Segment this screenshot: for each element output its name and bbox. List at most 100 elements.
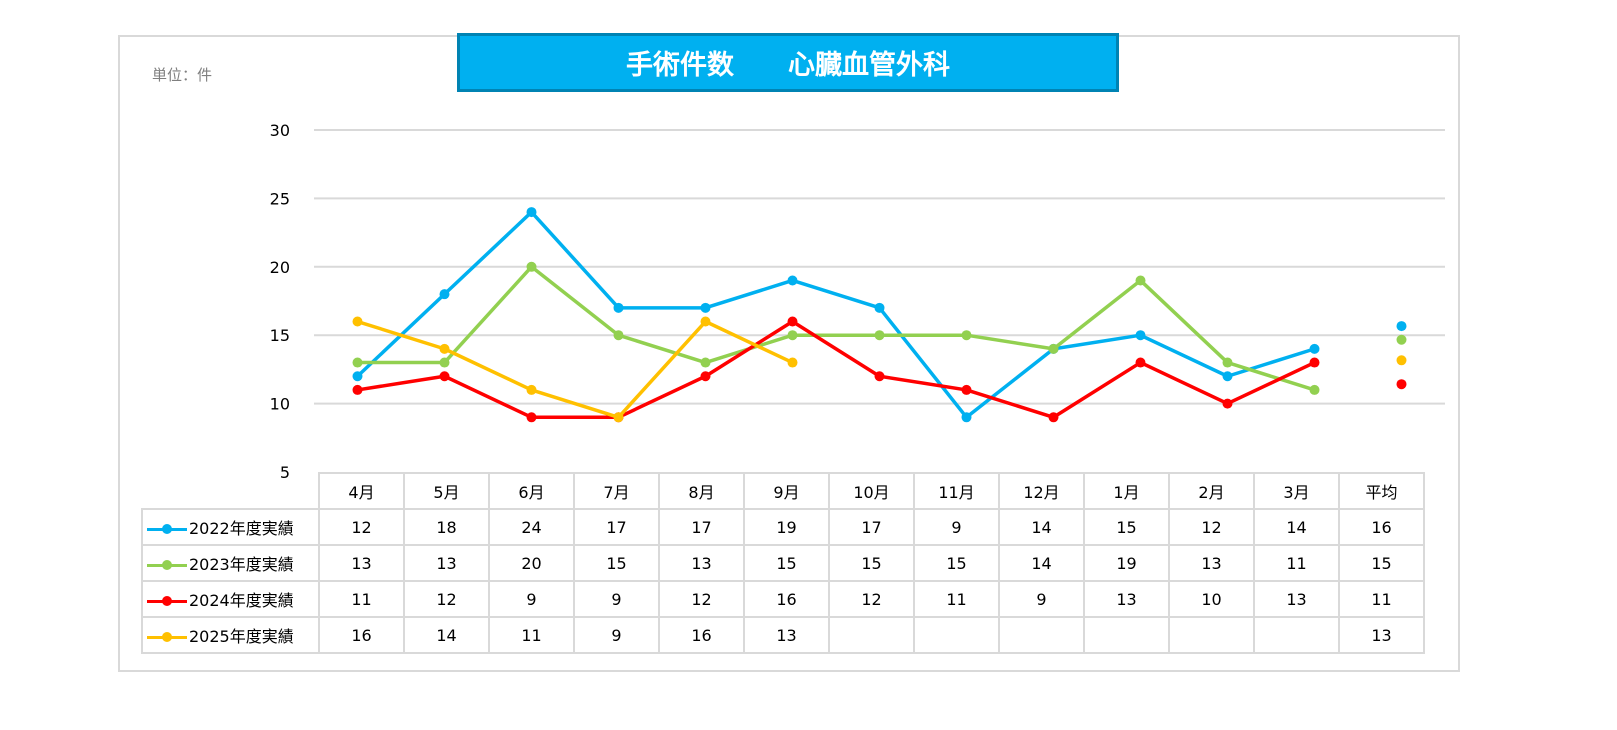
table-cell: [913, 616, 1000, 654]
category-label: 12月: [998, 472, 1085, 510]
series-line: [357, 319, 1316, 420]
table-cell: 9: [488, 580, 575, 618]
table-cell: 12: [318, 508, 405, 546]
table-cell: 16: [743, 580, 830, 618]
table-row: 2022年度実績 12 18 24 17 17 19 17 9 14 15 12 14 16: [141, 508, 1425, 546]
table-cell: 15: [1083, 508, 1170, 546]
table-cell: 19: [1083, 544, 1170, 582]
data-point: [352, 384, 363, 395]
data-point: [439, 371, 450, 382]
data-point: [352, 371, 363, 382]
category-label: 8月: [658, 472, 745, 510]
table-cell: 11: [913, 580, 1000, 618]
data-point: [526, 261, 537, 272]
data-point: [787, 330, 798, 341]
category-label: 10月: [828, 472, 915, 510]
table-cell: 13: [1253, 580, 1340, 618]
table-cell: 17: [658, 508, 745, 546]
table-cell: 15: [743, 544, 830, 582]
data-point: [1135, 357, 1146, 368]
table-cell: 11: [488, 616, 575, 654]
table-cell: 18: [403, 508, 490, 546]
average-cell: 16: [1338, 508, 1425, 546]
table-cell: 9: [913, 508, 1000, 546]
data-point: [439, 343, 450, 354]
y-tick-label: 25: [270, 189, 290, 208]
data-point: [1309, 343, 1320, 354]
series-line: [357, 265, 1316, 392]
table-row: 2025年度実績 16 14 11 9 16 13 13: [141, 616, 1425, 654]
data-point: [1048, 412, 1059, 423]
data-point: [787, 275, 798, 286]
average-cell: 13: [1338, 616, 1425, 654]
data-point: [874, 302, 885, 313]
table-cell: 14: [998, 544, 1085, 582]
table-cell: 17: [573, 508, 660, 546]
category-label: 2月: [1168, 472, 1255, 510]
table-cell: 13: [658, 544, 745, 582]
table-cell: 10: [1168, 580, 1255, 618]
table-cell: 9: [573, 616, 660, 654]
series-line: [356, 210, 1316, 420]
legend-swatch-icon: [147, 631, 187, 644]
data-point: [1135, 330, 1146, 341]
series-name: 2023年度実績: [189, 555, 294, 574]
data-point: [700, 371, 711, 382]
data-point: [439, 289, 450, 300]
y-tick-label: 20: [270, 258, 290, 277]
table-cell: 11: [318, 580, 405, 618]
category-label: 6月: [488, 472, 575, 510]
data-point: [961, 330, 972, 341]
category-label: 3月: [1253, 472, 1340, 510]
data-point: [874, 371, 885, 382]
average-cell: 15: [1338, 544, 1425, 582]
data-point: [700, 357, 711, 368]
data-point: [526, 412, 537, 423]
series-name: 2024年度実績: [189, 591, 294, 610]
data-point: [1309, 357, 1320, 368]
table-cell: 13: [743, 616, 830, 654]
table-cell: [828, 616, 915, 654]
data-point: [700, 302, 711, 313]
legend-entry: 2025年度実績: [141, 616, 320, 654]
category-label: 9月: [743, 472, 830, 510]
table-cell: 13: [1168, 544, 1255, 582]
table-cell: 12: [828, 580, 915, 618]
category-label: 5月: [403, 472, 490, 510]
unit-label: 単位：件: [152, 66, 213, 84]
average-point: [1396, 379, 1407, 390]
data-point: [613, 412, 624, 423]
data-point: [1222, 357, 1233, 368]
table-cell: 14: [1253, 508, 1340, 546]
table-cell: 19: [743, 508, 830, 546]
average-header: 平均: [1338, 472, 1425, 510]
category-label: 11月: [913, 472, 1000, 510]
legend-swatch-icon: [147, 523, 187, 536]
table-cell: 12: [1168, 508, 1255, 546]
category-label: 1月: [1083, 472, 1170, 510]
data-point: [1309, 384, 1320, 395]
category-label: 4月: [318, 472, 405, 510]
table-cell: 13: [318, 544, 405, 582]
data-point: [1048, 343, 1059, 354]
table-cell: 13: [403, 544, 490, 582]
y-tick-label: 15: [270, 326, 290, 345]
data-point: [787, 316, 798, 327]
table-cell: 14: [998, 508, 1085, 546]
table-cell: 12: [403, 580, 490, 618]
table-cell: 16: [658, 616, 745, 654]
data-point: [352, 316, 363, 327]
table-cell: 9: [998, 580, 1085, 618]
table-cell: 15: [573, 544, 660, 582]
table-cell: 15: [828, 544, 915, 582]
data-point: [961, 384, 972, 395]
data-table: 4月 5月 6月 7月 8月 9月 10月 11月 12月 1月 2月 3月 平均 2022年度実績 12 1…: [141, 472, 1425, 654]
table-cell: 9: [573, 580, 660, 618]
data-point: [787, 357, 798, 368]
data-point: [874, 330, 885, 341]
table-cell: [1253, 616, 1340, 654]
legend-swatch-icon: [147, 595, 187, 608]
data-point: [439, 357, 450, 368]
table-cell: 12: [658, 580, 745, 618]
table-cell: 16: [318, 616, 405, 654]
